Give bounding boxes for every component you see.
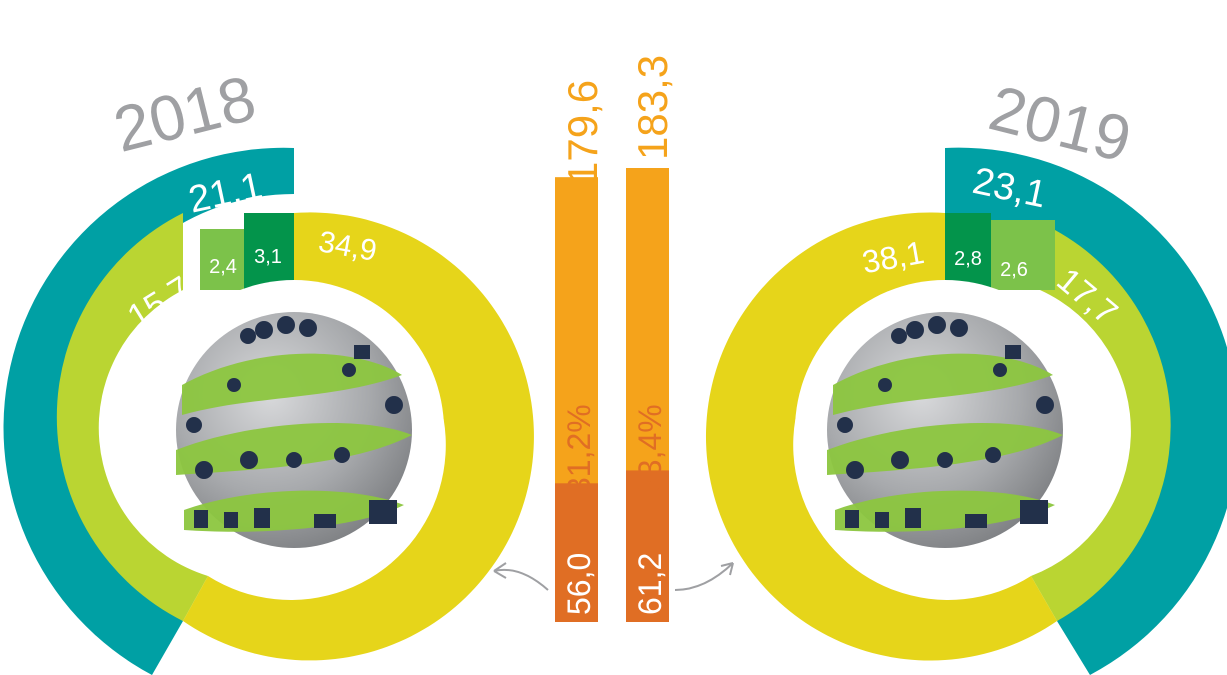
middle-seg-2018-3-1: [244, 213, 294, 290]
inner-arc-2018: [183, 212, 534, 661]
middle-arc-2019-17-7: [1031, 230, 1171, 621]
inner-arc-2019: [705, 212, 1057, 661]
bar-total-label-2019: 183,3: [629, 55, 676, 160]
bar-share-label-2018: 31,2%: [561, 404, 597, 495]
bar-share-label-2019: 33,4%: [632, 404, 668, 495]
outer-arc-2019: [945, 147, 1227, 675]
bar-part-2018: [555, 483, 598, 622]
bar-part-label-2018: 56,0: [561, 553, 597, 615]
bar-part-label-2019: 61,2: [632, 553, 668, 615]
arrow-right: [674, 562, 734, 591]
middle-arc-2018-15-7: [56, 213, 208, 621]
arrow-left-head: [493, 562, 507, 579]
globe-illustration-2019: [795, 280, 1095, 580]
middle-seg-2019-2-8: [945, 213, 991, 290]
bar-part-2019: [626, 470, 669, 622]
value-label-2019-2-8: 2,8: [954, 248, 982, 270]
arrow-left: [493, 568, 549, 591]
donut-2019: 2019 23,1 38,1 2,8 2,6 17,7: [705, 72, 1227, 675]
value-label-2019-2-6: 2,6: [1000, 259, 1028, 281]
center-bar-group: 179,6 183,3 31,2% 33,4% 56,0 61,2: [493, 55, 734, 622]
outer-arc-2018: [3, 147, 294, 675]
year-label-2018: 2018: [107, 62, 263, 166]
globe-illustration-2018: [144, 280, 444, 580]
donut-2018: 2018 21,1 15,7 2,4 3,1 34,9: [3, 62, 534, 675]
middle-seg-2018-2-4: [200, 229, 244, 290]
bar-total-label-2018: 179,6: [559, 80, 606, 185]
value-label-2018-2-4: 2,4: [209, 256, 237, 278]
arrow-right-head: [720, 562, 734, 576]
middle-seg-2019-2-6: [991, 220, 1055, 290]
value-label-2018-3-1: 3,1: [254, 246, 282, 268]
